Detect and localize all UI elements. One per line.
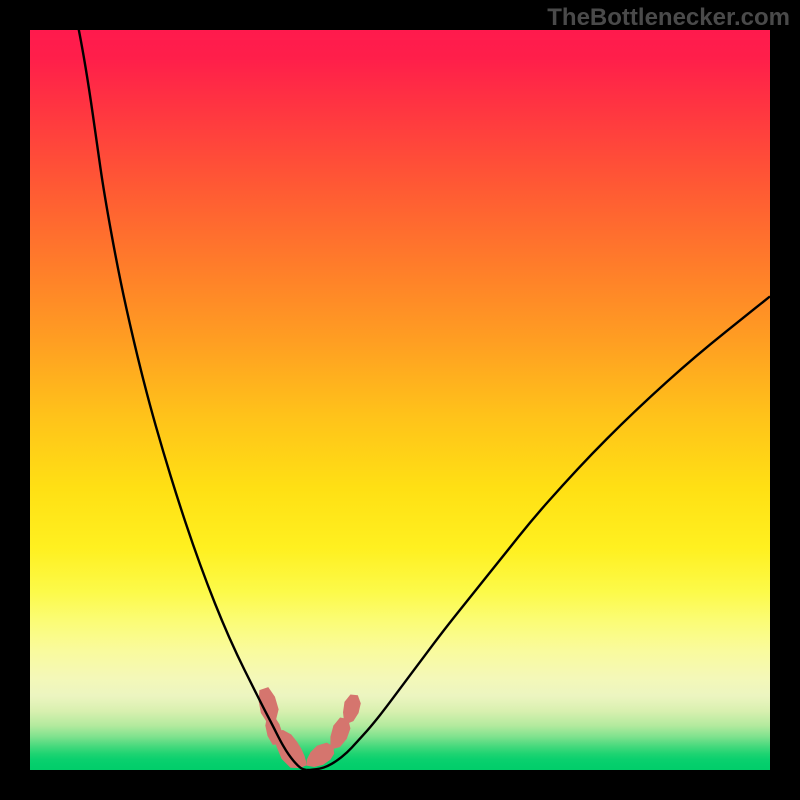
plot-area [30, 30, 770, 770]
watermark-text: TheBottlenecker.com [547, 4, 790, 32]
gradient-background [30, 30, 770, 770]
chart-container: TheBottlenecker.com [0, 0, 800, 800]
